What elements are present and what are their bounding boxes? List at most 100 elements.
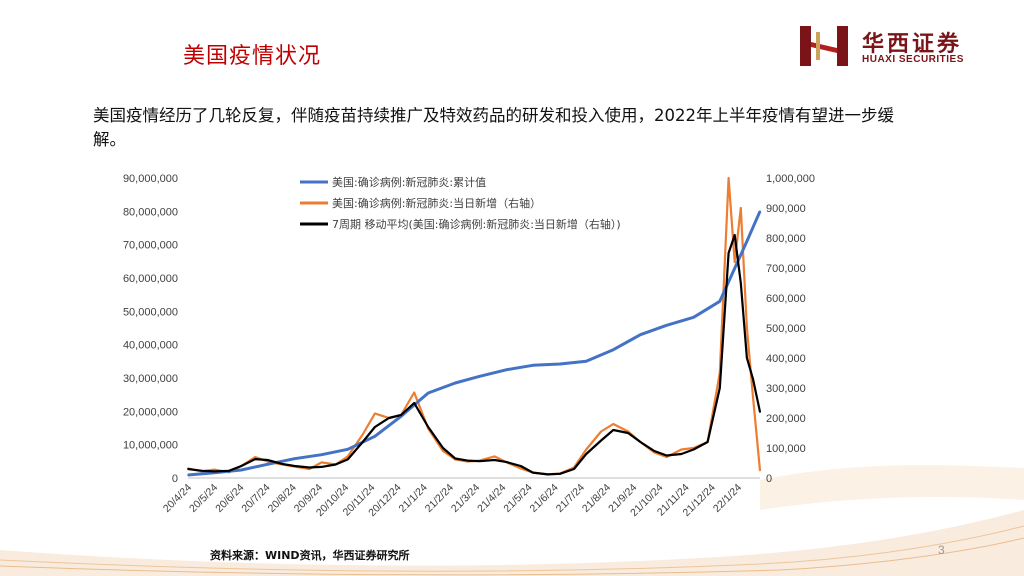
data-point <box>346 455 349 458</box>
logo-chinese-name: 华西证券 <box>862 32 963 57</box>
data-point <box>706 441 709 443</box>
data-point <box>739 282 742 284</box>
data-point <box>308 466 311 469</box>
data-point <box>505 368 508 371</box>
data-point <box>478 460 481 463</box>
data-point <box>600 430 602 433</box>
data-point <box>746 240 748 243</box>
y-right-tick-label: 200,000 <box>766 413 806 425</box>
data-point <box>213 468 216 471</box>
y-left-tick-label: 90,000,000 <box>123 173 178 185</box>
data-point <box>739 207 742 209</box>
data-point <box>612 423 615 425</box>
data-point <box>388 417 390 419</box>
y-right-tick-label: 400,000 <box>766 353 806 365</box>
data-point <box>266 459 269 461</box>
data-point <box>519 465 522 467</box>
y-right-tick-label: 100,000 <box>766 443 806 455</box>
data-point <box>692 448 695 451</box>
data-point <box>466 459 469 462</box>
data-point <box>374 412 376 415</box>
data-point <box>746 357 748 359</box>
data-point <box>752 396 754 398</box>
data-point <box>519 467 522 470</box>
data-point <box>213 470 216 473</box>
company-logo: 华西证券 HUAXI SECURITIES <box>800 22 1010 70</box>
data-point <box>665 454 668 457</box>
data-point <box>505 461 508 463</box>
data-point <box>346 458 349 461</box>
data-point <box>413 402 416 404</box>
data-point <box>759 411 761 413</box>
data-point <box>293 465 296 467</box>
y-left-tick-label: 10,000,000 <box>123 440 178 452</box>
data-point <box>374 435 376 438</box>
data-point <box>585 448 588 451</box>
data-point <box>293 457 296 460</box>
y-left-tick-label: 20,000,000 <box>123 406 178 418</box>
legend-label: 美国:确诊病例:新冠肺炎:当日新增（右轴） <box>332 196 541 210</box>
y-left-tick-label: 70,000,000 <box>123 240 178 252</box>
data-point <box>240 465 243 467</box>
data-point <box>759 210 761 213</box>
data-point <box>680 448 683 451</box>
data-point <box>573 468 575 470</box>
y-right-tick-label: 700,000 <box>766 263 806 275</box>
data-point <box>478 375 481 378</box>
data-point <box>187 468 189 470</box>
data-point <box>320 466 323 468</box>
data-point <box>627 432 629 434</box>
data-point <box>665 324 668 327</box>
data-point <box>493 459 496 461</box>
data-point <box>201 469 203 472</box>
x-tick-label: 22/1/24 <box>711 482 744 515</box>
legend-label: 7周期 移动平均(美国:确诊病例:新冠肺炎:当日新增（右轴）) <box>332 217 621 231</box>
page-number: 3 <box>938 543 945 557</box>
logo-english-name: HUAXI SECURITIES <box>862 54 964 65</box>
data-point <box>254 456 257 458</box>
data-point <box>532 471 534 474</box>
y-right-tick-label: 600,000 <box>766 293 806 305</box>
data-point <box>585 453 588 455</box>
data-point <box>546 473 549 476</box>
data-point <box>427 426 430 428</box>
data-point <box>374 426 376 428</box>
data-point <box>718 300 721 303</box>
data-point <box>639 333 642 336</box>
data-point <box>733 261 736 263</box>
data-point <box>228 469 230 472</box>
data-point <box>454 382 457 384</box>
data-point <box>559 472 561 475</box>
data-point <box>612 348 615 351</box>
data-point <box>585 360 588 363</box>
data-point <box>612 429 615 431</box>
data-point <box>427 392 430 394</box>
data-point <box>759 469 761 472</box>
y-left-tick-label: 60,000,000 <box>123 273 178 285</box>
series-line-2 <box>187 233 762 476</box>
data-point <box>320 461 323 464</box>
data-point <box>718 387 721 389</box>
y-right-tick-label: 300,000 <box>766 383 806 395</box>
data-point <box>413 391 416 394</box>
series-line-0 <box>187 210 762 477</box>
data-point <box>454 457 457 460</box>
y-left-tick-label: 80,000,000 <box>123 206 178 218</box>
decorative-waves <box>0 465 1024 576</box>
data-point <box>400 414 402 416</box>
data-point <box>559 363 561 365</box>
data-point <box>727 177 730 179</box>
y-right-tick-label: 900,000 <box>766 203 806 215</box>
data-point <box>346 448 349 451</box>
data-point <box>752 378 754 380</box>
data-point <box>532 364 534 367</box>
y-right-tick-label: 1,000,000 <box>766 173 815 185</box>
data-point <box>240 469 243 471</box>
y-left-tick-label: 50,000,000 <box>123 306 178 318</box>
y-right-tick-label: 800,000 <box>766 233 806 245</box>
covid-chart: 0 10,000,000 20,000,000 30,000,000 40,000,00… <box>123 173 815 519</box>
source-note: 资料来源：WIND资讯，华西证券研究所 <box>210 549 410 562</box>
description-text: 美国疫情经历了几轮反复，伴随疫苗持续推广及特效药品的研发和投入使用，2022年上… <box>93 106 894 149</box>
data-point <box>639 441 642 443</box>
data-point <box>746 327 748 329</box>
